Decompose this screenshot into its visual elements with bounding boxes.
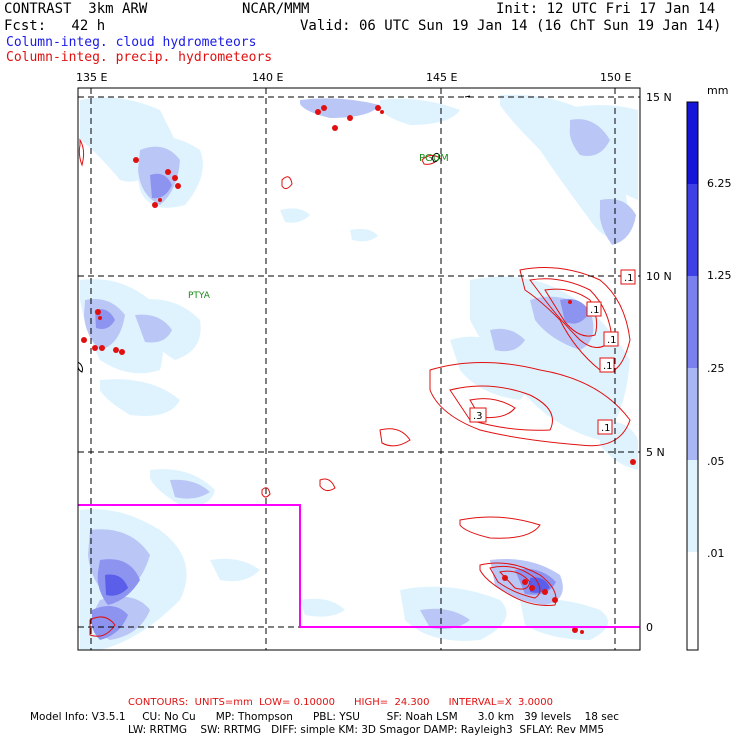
lon-label-135: 135 E — [76, 71, 108, 84]
legend-unit: mm — [707, 84, 729, 97]
legend-level: 6.25 — [707, 177, 732, 190]
contour-label: .1 — [603, 361, 613, 372]
field-precip-label: Column-integ. precip. hydrometeors — [6, 50, 273, 65]
model-info-line1: Model Info: V3.5.1 CU: No Cu MP: Thompso… — [30, 711, 619, 723]
lon-label-145: 145 E — [426, 71, 458, 84]
model-info-line2: LW: RRTMG SW: RRTMG DIFF: simple KM: 3D … — [128, 724, 605, 736]
precip-cores — [81, 105, 636, 634]
precip-contours — [78, 138, 631, 637]
contour-label: .3 — [473, 411, 483, 422]
contour-label: .1 — [607, 335, 617, 346]
init-time: Init: 12 UTC Fri 17 Jan 14 — [496, 1, 716, 17]
legend-level: .01 — [707, 547, 725, 560]
legend-level: .25 — [707, 362, 725, 375]
contour-label: .1 — [601, 423, 611, 434]
valid-time: Valid: 06 UTC Sun 19 Jan 14 (16 ChT Sun … — [300, 18, 722, 34]
contour-label: .1 — [590, 305, 600, 316]
contour-labels: .1 .1 .1 .1 .3 .1 — [469, 269, 636, 435]
field-cloud-label: Column-integ. cloud hydrometeors — [6, 35, 257, 50]
legend-level: 1.25 — [707, 269, 732, 282]
station-palau-label: PTYA — [188, 291, 211, 301]
station-guam-label: PGUM — [419, 153, 449, 164]
lon-label-150: 150 E — [600, 71, 632, 84]
lat-label-5n: 5 N — [646, 446, 665, 459]
contour-label: .1 — [624, 273, 634, 284]
forecast-hour: Fcst: 42 h — [4, 18, 106, 34]
run-title: CONTRAST 3km ARW — [4, 1, 148, 17]
legend-level: .05 — [707, 455, 725, 468]
lat-label-0: 0 — [646, 621, 653, 634]
organization-label: NCAR/MMM — [242, 1, 310, 17]
lat-label-10n: 10 N — [646, 270, 672, 283]
lon-label-140: 140 E — [252, 71, 284, 84]
legend-colorbar — [686, 101, 699, 651]
nested-domain-boundary — [78, 504, 640, 628]
contour-info: CONTOURS: UNITS=mm LOW= 0.10000 HIGH= 24… — [128, 697, 554, 708]
lat-label-15n: 15 N — [646, 91, 672, 104]
map-frame — [77, 87, 641, 651]
